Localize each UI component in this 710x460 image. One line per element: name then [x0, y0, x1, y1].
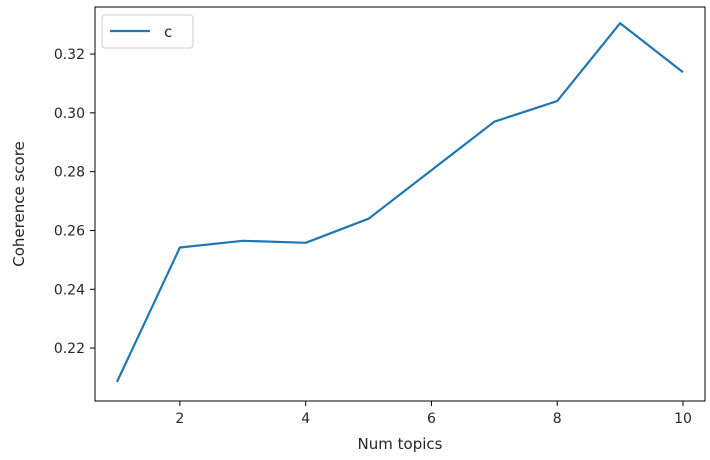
y-axis-ticks: 0.22 0.24 0.26 0.28 0.30 0.32 — [54, 47, 95, 357]
x-tick-label: 6 — [427, 411, 436, 427]
y-tick-label: 0.24 — [54, 282, 85, 298]
series-line-c — [116, 22, 684, 383]
x-axis-ticks: 2 4 6 8 10 — [175, 401, 692, 427]
x-axis-label: Num topics — [358, 435, 443, 453]
y-tick-label: 0.28 — [54, 165, 85, 181]
y-tick-label: 0.26 — [54, 223, 85, 239]
x-tick-label: 10 — [674, 411, 692, 427]
x-tick-label: 2 — [175, 411, 184, 427]
y-tick-label: 0.32 — [54, 47, 85, 63]
legend: c — [101, 14, 194, 49]
legend-label-c: c — [164, 23, 172, 41]
plot-area — [94, 6, 706, 402]
x-tick-label: 8 — [553, 411, 562, 427]
y-axis-label: Coherence score — [10, 141, 28, 267]
y-tick-label: 0.22 — [54, 341, 85, 357]
x-tick-label: 4 — [301, 411, 310, 427]
y-tick-label: 0.30 — [54, 106, 85, 122]
